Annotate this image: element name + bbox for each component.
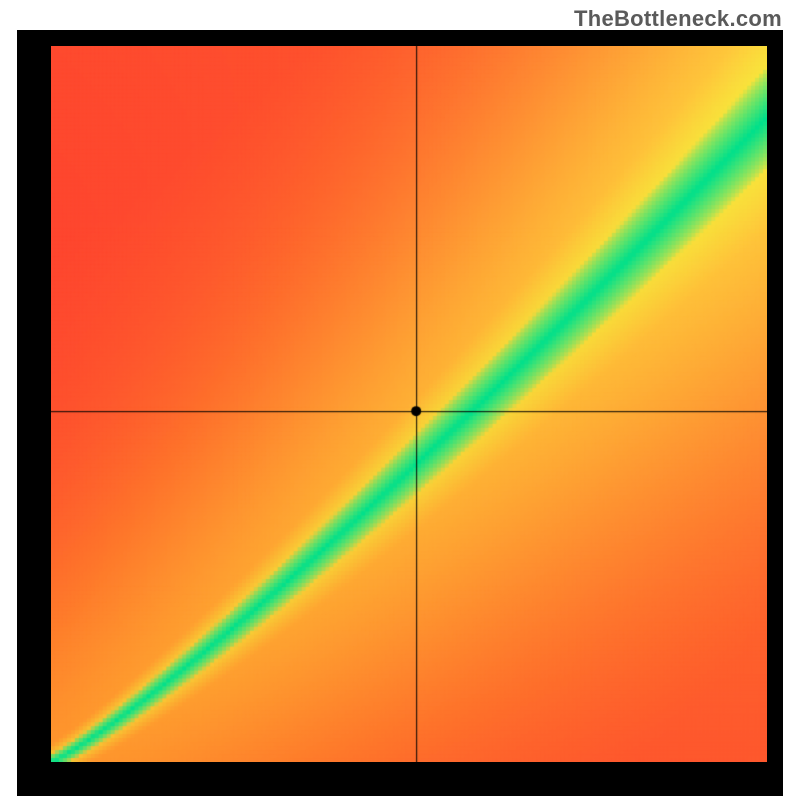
bottleneck-heatmap-canvas [51, 46, 767, 762]
plot-black-frame [17, 30, 783, 796]
watermark-text: TheBottleneck.com [574, 6, 782, 32]
heatmap-area [51, 46, 767, 762]
